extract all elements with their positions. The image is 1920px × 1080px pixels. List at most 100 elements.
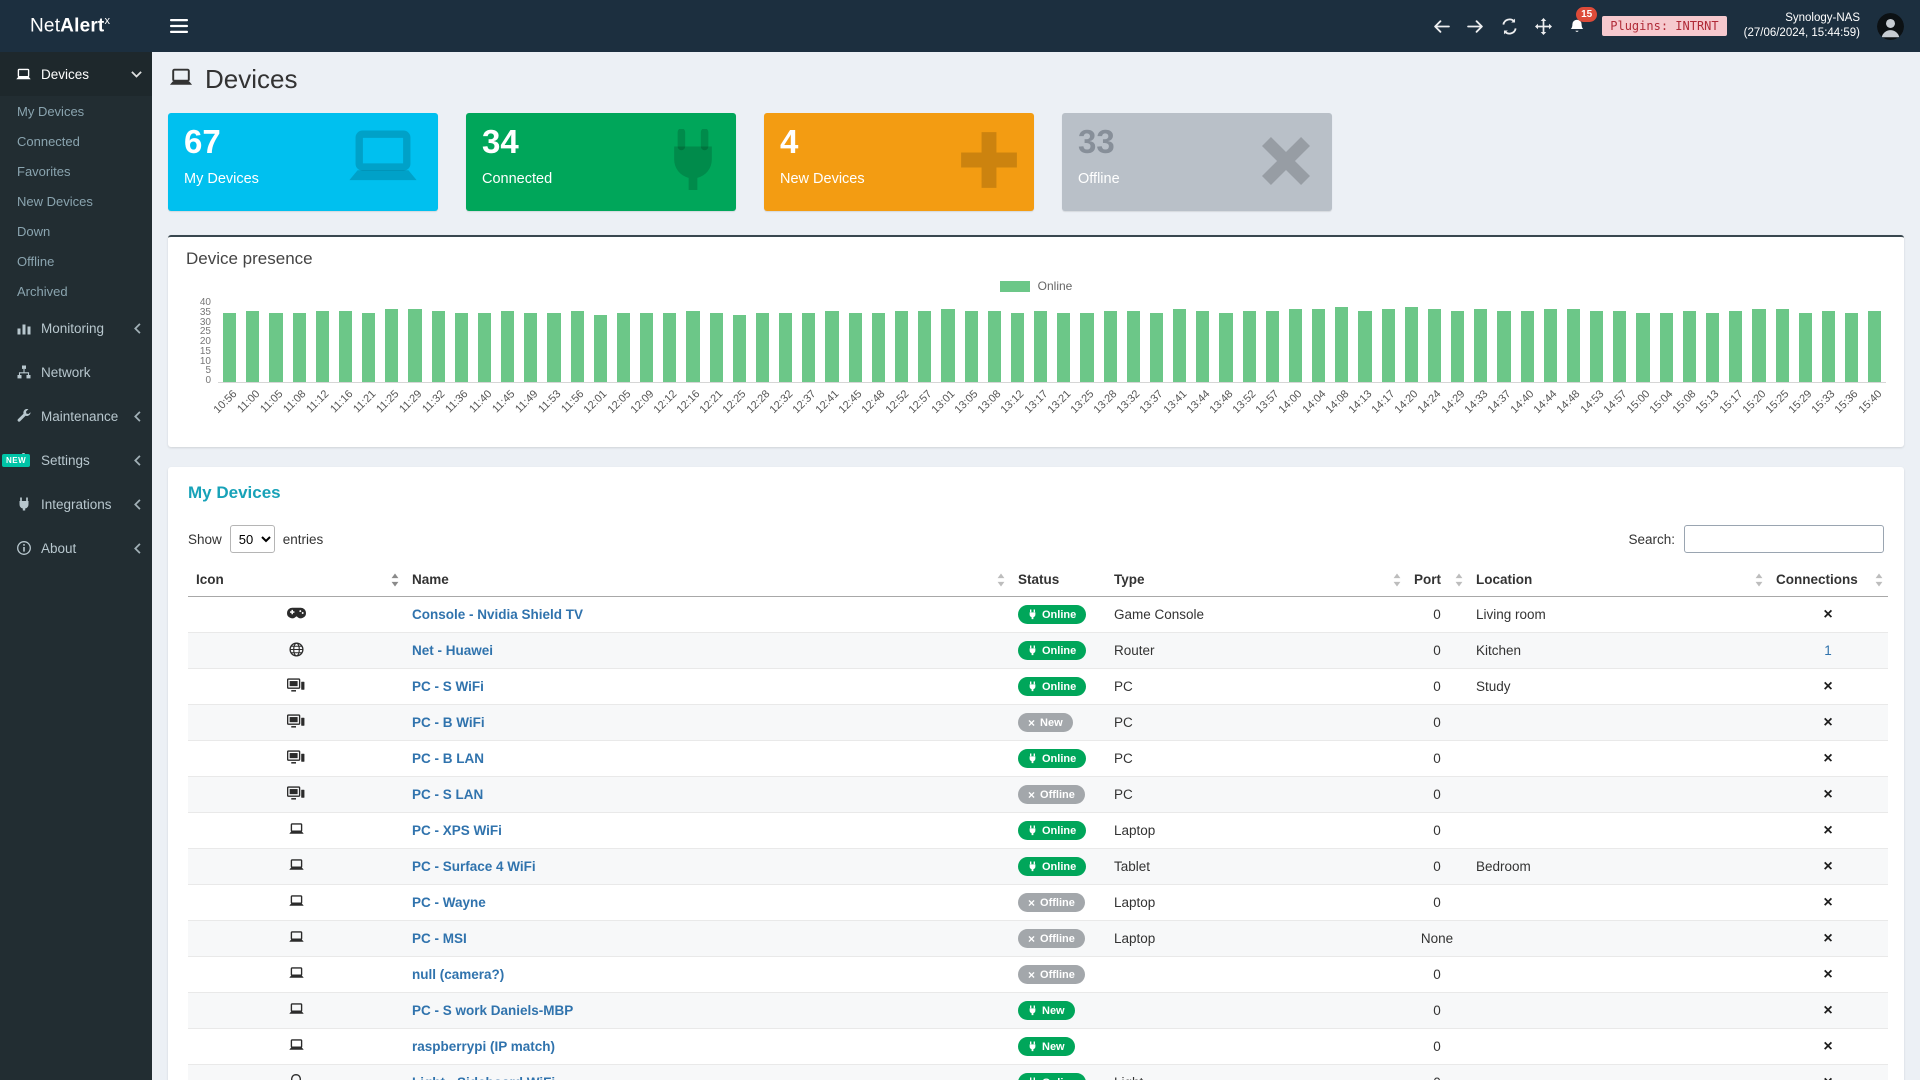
sidebar-item-network[interactable]: Network	[0, 350, 152, 394]
device-name-link[interactable]: PC - XPS WiFi	[412, 823, 502, 838]
notifications-bell-icon[interactable]: 15	[1569, 6, 1598, 35]
chart-bar	[385, 309, 399, 382]
sidebar-item-about[interactable]: About	[0, 526, 152, 570]
sidebar-item-new-devices[interactable]: New Devices	[17, 193, 93, 209]
device-type: Laptop	[1106, 884, 1406, 921]
chart-legend[interactable]: Online	[186, 279, 1886, 293]
app-logo[interactable]: NetAlertx	[0, 15, 152, 37]
status-badge: New	[1018, 1037, 1075, 1056]
sidebar-item-my-devices[interactable]: My Devices	[17, 103, 85, 119]
chart-bar	[894, 311, 909, 382]
device-name-link[interactable]: PC - S LAN	[412, 787, 484, 802]
column-header-type[interactable]: Type	[1106, 563, 1406, 597]
chart-bar	[1821, 311, 1836, 382]
delete-connection-icon[interactable]: ×	[1823, 1037, 1833, 1055]
device-name-link[interactable]: Light - Sideboard WiFi	[412, 1075, 555, 1080]
stat-cards: 67 My Devices 34 Connected 4 New Devices	[168, 113, 1904, 211]
move-icon[interactable]	[1535, 17, 1553, 35]
device-name-link[interactable]: PC - Wayne	[412, 895, 486, 910]
stat-card-new-devices[interactable]: 4 New Devices	[764, 113, 1034, 211]
chart-bar	[871, 313, 885, 382]
chart-bar	[1034, 311, 1048, 382]
plug-icon	[664, 128, 722, 198]
device-name-link[interactable]: raspberrypi (IP match)	[412, 1039, 556, 1054]
column-label: Status	[1018, 572, 1060, 587]
device-name-link[interactable]: PC - S WiFi	[412, 679, 484, 694]
delete-connection-icon[interactable]: ×	[1823, 605, 1833, 623]
sidebar-item-devices[interactable]: Devices	[0, 52, 152, 96]
sidebar-item-down[interactable]: Down	[17, 223, 51, 239]
devices-table: Icon Name Status Type Port Location Conn…	[188, 563, 1888, 1080]
column-header-port[interactable]: Port	[1406, 563, 1468, 597]
delete-connection-icon[interactable]: ×	[1823, 785, 1833, 803]
stat-value: 67	[184, 123, 221, 160]
chart-bar	[1706, 313, 1720, 382]
delete-connection-icon[interactable]: ×	[1823, 893, 1833, 911]
chart-bar	[454, 313, 468, 382]
forward-arrow-icon[interactable]	[1467, 18, 1484, 35]
entries-label: entries	[282, 531, 324, 547]
stat-card-my-devices[interactable]: 67 My Devices	[168, 113, 438, 211]
status-badge: × Offline	[1018, 929, 1085, 948]
sidebar-item-favorites[interactable]: Favorites	[17, 163, 71, 179]
device-name-link[interactable]: PC - MSI	[412, 931, 467, 946]
status-badge: Online	[1018, 857, 1087, 876]
chart-bar	[1520, 311, 1534, 382]
user-avatar[interactable]	[1877, 12, 1904, 40]
chart-bar	[663, 313, 677, 382]
delete-connection-icon[interactable]: ×	[1823, 1074, 1832, 1080]
connections-count-link[interactable]: 1	[1824, 643, 1832, 658]
device-name-link[interactable]: Console - Nvidia Shield TV	[412, 607, 584, 622]
delete-connection-icon[interactable]: ×	[1823, 1001, 1833, 1019]
chart-bar	[1752, 309, 1766, 382]
column-header-icon[interactable]: Icon	[188, 563, 404, 597]
stat-card-offline[interactable]: 33 Offline	[1062, 113, 1332, 211]
column-header-location[interactable]: Location	[1468, 563, 1768, 597]
desktop-icon	[286, 713, 305, 732]
delete-connection-icon[interactable]: ×	[1823, 965, 1833, 983]
stat-card-connected[interactable]: 34 Connected	[466, 113, 736, 211]
chart-bar	[1126, 311, 1140, 382]
sidebar-item-archived[interactable]: Archived	[17, 283, 68, 299]
device-name-link[interactable]: null (camera?)	[412, 967, 505, 982]
delete-connection-icon[interactable]: ×	[1823, 677, 1833, 695]
sidebar-toggle-icon[interactable]	[170, 19, 188, 33]
device-name-link[interactable]: PC - Surface 4 WiFi	[412, 859, 536, 874]
plugins-status-chip[interactable]: Plugins: INTRNT	[1602, 16, 1727, 36]
status-badge: Online	[1018, 1073, 1087, 1080]
laptop-icon	[288, 967, 305, 982]
status-badge: × Offline	[1018, 893, 1085, 912]
delete-connection-icon[interactable]: ×	[1823, 929, 1833, 947]
legend-label: Online	[1037, 279, 1073, 293]
sidebar-item-offline[interactable]: Offline	[17, 253, 55, 269]
device-name-link[interactable]: PC - B LAN	[412, 751, 484, 766]
search-input[interactable]	[1684, 525, 1884, 553]
column-header-name[interactable]: Name	[404, 563, 1010, 597]
page-length-select[interactable]: 50	[229, 525, 275, 553]
device-location	[1468, 704, 1768, 741]
sidebar-item-connected[interactable]: Connected	[17, 133, 80, 149]
refresh-icon[interactable]	[1501, 18, 1518, 35]
chart-bar	[732, 315, 746, 382]
device-name-link[interactable]: PC - B WiFi	[412, 715, 485, 730]
chart-bar	[964, 311, 978, 382]
laptop-icon	[15, 68, 32, 81]
chart-title: Device presence	[186, 249, 313, 268]
delete-connection-icon[interactable]: ×	[1823, 713, 1833, 731]
chart-bar	[1196, 311, 1210, 382]
back-arrow-icon[interactable]	[1433, 18, 1451, 35]
device-name-link[interactable]: PC - S work Daniels-MBP	[412, 1003, 574, 1018]
column-label: Type	[1114, 572, 1145, 587]
delete-connection-icon[interactable]: ×	[1823, 749, 1833, 767]
column-header-connections[interactable]: Connections	[1768, 563, 1888, 597]
sidebar-item-monitoring[interactable]: Monitoring	[0, 306, 152, 350]
column-header-status[interactable]: Status	[1010, 563, 1106, 597]
notification-count-badge[interactable]: 15	[1576, 6, 1598, 22]
sidebar-item-maintenance[interactable]: Maintenance	[0, 394, 152, 438]
sidebar-item-integrations[interactable]: Integrations	[0, 482, 152, 526]
delete-connection-icon[interactable]: ×	[1823, 821, 1833, 839]
delete-connection-icon[interactable]: ×	[1823, 857, 1833, 875]
laptop-icon	[288, 895, 305, 910]
device-name-link[interactable]: Net - Huawei	[412, 643, 494, 658]
status-badge: × New	[1018, 713, 1073, 732]
